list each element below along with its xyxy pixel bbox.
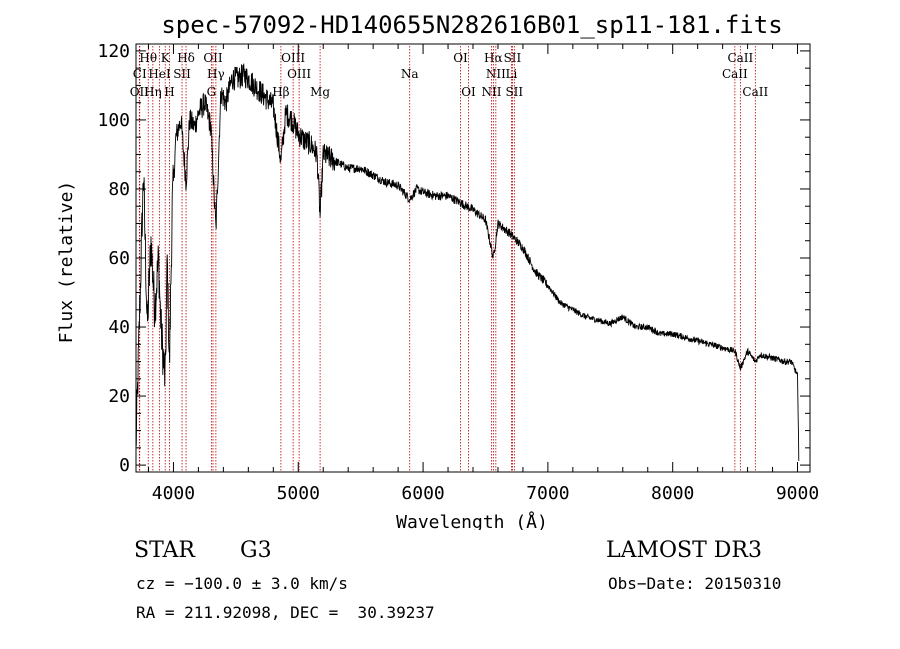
- survey-name: LAMOST DR3: [606, 538, 762, 563]
- x-tick-label: 9000: [776, 483, 819, 504]
- axes: 4000 5000 6000 7000 8000 9000 0 20 40 60 80 100 120: [97, 41, 819, 504]
- y-tick-label: 0: [119, 455, 130, 476]
- plot-frame: [135, 43, 811, 473]
- line-label: Hη: [144, 85, 162, 99]
- x-tick-label: 5000: [277, 483, 320, 504]
- observation-date: Obs−Date: 20150310: [608, 574, 782, 593]
- line-label: SII: [504, 51, 522, 65]
- spectrum-chart: spec-57092-HD140655N282616B01_sp11-181.f…: [56, 11, 819, 530]
- x-tick-label: 8000: [651, 483, 694, 504]
- line-label: OI: [453, 51, 468, 65]
- line-label: H: [164, 85, 174, 99]
- y-tick-label: 80: [108, 179, 130, 200]
- redshift-velocity: cz = −100.0 ± 3.0 km/s: [136, 574, 348, 593]
- line-label: NII: [481, 85, 501, 99]
- line-label: Hγ: [207, 67, 225, 81]
- line-label: OIII: [287, 67, 311, 81]
- y-tick-label: 20: [108, 386, 130, 407]
- spectrum-series: [135, 63, 800, 461]
- y-tick-label: 60: [108, 248, 130, 269]
- line-label: Hα: [484, 51, 503, 65]
- line-label: OII: [130, 85, 150, 99]
- object-class: STAR: [134, 538, 195, 563]
- x-tick-label: 6000: [401, 483, 444, 504]
- line-label: OI: [461, 85, 476, 99]
- spectral-subclass: G3: [240, 538, 272, 563]
- line-label: CaII: [727, 51, 753, 65]
- line-label: Hβ: [272, 85, 289, 99]
- x-tick-label: 4000: [152, 483, 195, 504]
- line-label: HeI: [148, 67, 171, 81]
- line-label: Mg: [310, 85, 330, 99]
- line-label: OIII: [281, 51, 305, 65]
- y-tick-label: 100: [97, 110, 130, 131]
- spectrum-line: [135, 63, 800, 461]
- line-label: Li: [506, 67, 518, 81]
- line-label: Hδ: [177, 51, 195, 65]
- line-label: K: [161, 51, 171, 65]
- line-label: CI: [133, 67, 147, 81]
- y-tick-label: 120: [97, 41, 130, 62]
- line-label: SII: [505, 85, 523, 99]
- x-tick-label: 7000: [526, 483, 569, 504]
- y-axis-label: Flux (relative): [56, 181, 77, 344]
- line-label: SII: [173, 67, 191, 81]
- line-label: NII: [486, 67, 506, 81]
- coordinates: RA = 211.92098, DEC = 30.39237: [136, 603, 435, 622]
- line-label: CaII: [722, 67, 748, 81]
- line-label: OII: [203, 51, 223, 65]
- line-label: CaII: [742, 85, 768, 99]
- x-axis-label: Wavelength (Å): [396, 511, 548, 530]
- line-label: Hθ: [139, 51, 157, 65]
- line-label: Na: [401, 67, 419, 81]
- y-tick-label: 40: [108, 317, 130, 338]
- chart-title: spec-57092-HD140655N282616B01_sp11-181.f…: [161, 11, 782, 39]
- line-label: G: [207, 85, 217, 99]
